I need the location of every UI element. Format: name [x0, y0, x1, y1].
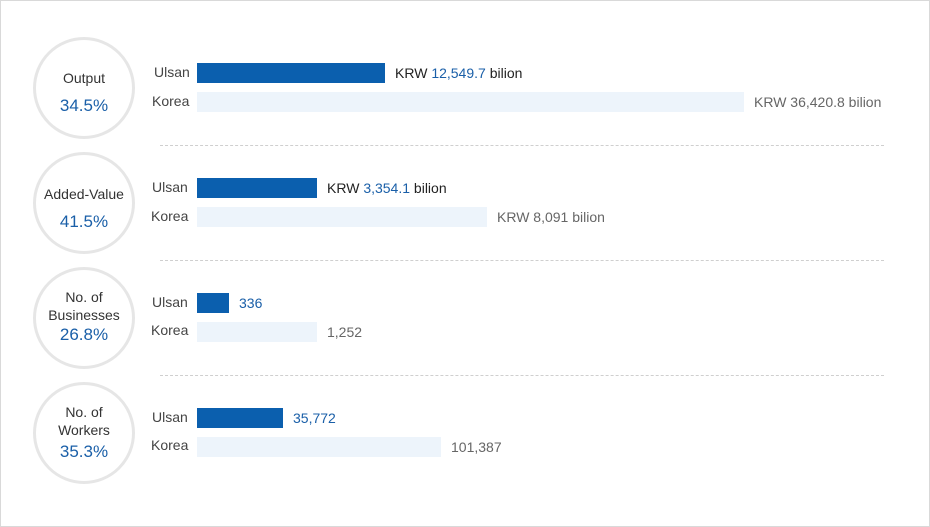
series-label-ulsan: Ulsan [154, 64, 190, 80]
bar-ulsan-output [197, 63, 385, 83]
value-number: 35,772 [293, 410, 336, 426]
series-label-korea: Korea [151, 208, 189, 224]
group-separator [160, 375, 884, 376]
value-korea-businesses: 1,252 [327, 324, 363, 340]
series-label-ulsan: Ulsan [152, 409, 188, 425]
bar-korea-added-value [197, 207, 487, 227]
value-number: 3,354.1 [363, 180, 411, 196]
series-label-ulsan: Ulsan [152, 179, 188, 195]
value-ulsan-added-value: KRW 3,354.1 bilion [327, 180, 447, 196]
metric-label: Output [62, 70, 106, 86]
metric-circle-workers: No. of Workers 35.3% [33, 382, 135, 484]
bar-korea-businesses [197, 322, 317, 342]
metric-label: Added-Value [44, 186, 124, 202]
value-ulsan-output: KRW 12,549.7 bilion [395, 65, 522, 81]
group-separator [160, 260, 884, 261]
value-suffix: bilion [489, 65, 523, 81]
group-separator [160, 145, 884, 146]
bar-ulsan-added-value [197, 178, 317, 198]
value-ulsan-workers: 35,772 [293, 410, 336, 426]
bar-ulsan-businesses [197, 293, 229, 313]
value-suffix: bilion [413, 180, 447, 196]
metric-label: No. of Businesses [48, 289, 120, 323]
metric-share: 34.5% [59, 96, 109, 115]
metric-circle-businesses: No. of Businesses 26.8% [33, 267, 135, 369]
value-prefix: KRW [327, 180, 360, 196]
series-label-ulsan: Ulsan [152, 294, 188, 310]
bar-korea-output [197, 92, 744, 112]
series-label-korea: Korea [151, 322, 189, 338]
bar-korea-workers [197, 437, 441, 457]
metric-label: No. of Workers [58, 404, 110, 438]
series-label-korea: Korea [151, 437, 189, 453]
value-number: 336 [239, 295, 263, 311]
metric-circle-added-value: Added-Value 41.5% [33, 152, 135, 254]
value-prefix: KRW [395, 65, 428, 81]
series-label-korea: Korea [152, 93, 190, 109]
bar-ulsan-workers [197, 408, 283, 428]
metric-share: 35.3% [59, 442, 109, 461]
metric-share: 41.5% [59, 212, 109, 231]
value-korea-workers: 101,387 [451, 439, 502, 455]
value-korea-output: KRW 36,420.8 bilion [754, 94, 882, 110]
value-korea-added-value: KRW 8,091 bilion [497, 209, 605, 225]
metric-share: 26.8% [59, 325, 109, 344]
metric-circle-output: Output 34.5% [33, 37, 135, 139]
value-number: 12,549.7 [431, 65, 486, 81]
value-ulsan-businesses: 336 [239, 295, 262, 311]
